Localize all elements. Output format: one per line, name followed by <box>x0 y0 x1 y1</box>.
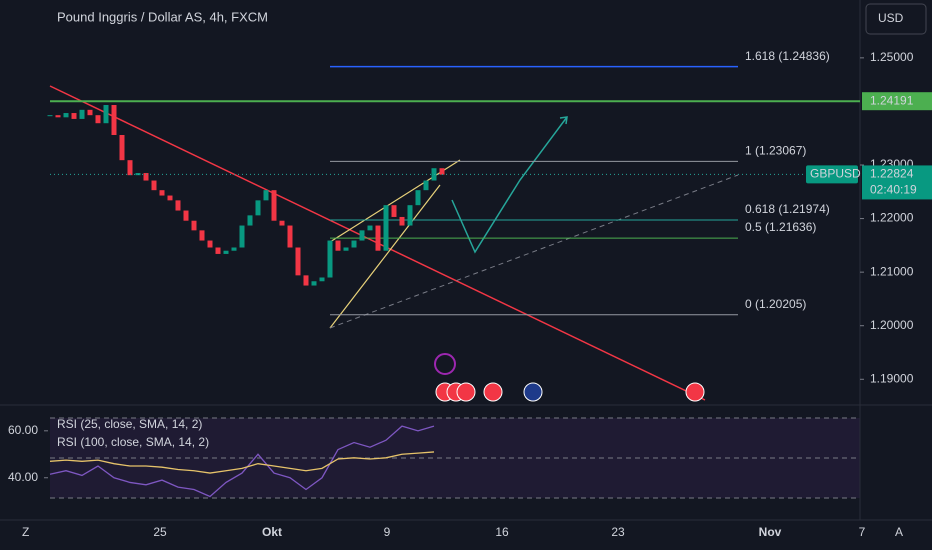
time-tick-label: 23 <box>611 525 625 539</box>
candle <box>359 230 365 241</box>
event-flag[interactable] <box>483 382 503 402</box>
candle <box>383 205 389 251</box>
event-flag[interactable] <box>523 382 543 402</box>
price-tag <box>862 92 932 111</box>
event-icon[interactable] <box>434 353 456 375</box>
wedge-upper <box>329 159 461 243</box>
candle <box>167 195 173 201</box>
candle <box>223 250 229 254</box>
projection-arrow <box>559 116 568 125</box>
timezone-button[interactable]: Z <box>22 525 29 539</box>
candle <box>303 275 309 286</box>
candle <box>439 168 445 175</box>
auto-scale-button[interactable]: A <box>895 525 903 539</box>
candle <box>279 220 285 226</box>
last-price-label: 1.22824 <box>870 167 914 181</box>
rsi-legend: RSI (100, close, SMA, 14, 2) <box>57 435 209 449</box>
projection-path <box>451 116 568 254</box>
candle <box>327 240 333 278</box>
dashed-trend <box>329 174 739 329</box>
candle <box>215 247 221 254</box>
candle <box>239 225 245 248</box>
price-tick-label: 1.25000 <box>870 50 914 64</box>
price-tag-label: 1.24191 <box>870 93 914 107</box>
candle <box>55 115 61 118</box>
candle <box>71 113 77 119</box>
candle <box>207 240 213 248</box>
candle <box>415 190 421 206</box>
candle <box>335 240 341 251</box>
candle <box>391 205 397 217</box>
candle <box>367 225 373 231</box>
time-tick-label: 9 <box>384 525 391 539</box>
rsi-legend: RSI (25, close, SMA, 14, 2) <box>57 417 202 431</box>
candle <box>159 190 165 196</box>
time-tick-label: 25 <box>153 525 167 539</box>
candle <box>255 200 261 216</box>
countdown-label: 02:40:19 <box>870 183 917 197</box>
time-tick-label: 16 <box>495 525 509 539</box>
price-tick-label: 1.22000 <box>870 211 914 225</box>
candle <box>127 160 133 176</box>
event-flag[interactable] <box>685 382 705 402</box>
symbol-tag-label: GBPUSD <box>810 167 861 181</box>
candle <box>111 105 117 135</box>
rsi-tick-label: 60.00 <box>8 423 38 437</box>
candle <box>351 240 357 248</box>
candle <box>311 281 317 286</box>
candle <box>271 190 277 221</box>
time-tick-label: Nov <box>759 525 782 539</box>
candle <box>263 190 269 201</box>
candle <box>247 215 253 226</box>
candle <box>47 115 53 117</box>
time-tick-label: 7 <box>859 525 866 539</box>
fib-label: 1 (1.23067) <box>745 144 806 158</box>
price-tick-label: 1.21000 <box>870 264 914 278</box>
candle <box>399 216 405 226</box>
last-price-tag <box>862 165 932 200</box>
price-tick-label: 1.19000 <box>870 371 914 385</box>
candle <box>119 135 125 161</box>
fib-label: 0 (1.20205) <box>745 297 806 311</box>
wedge-lower <box>329 184 441 329</box>
fib-label: 0.618 (1.21974) <box>745 202 830 216</box>
chart-title: Pound Inggris / Dollar AS, 4h, FXCM <box>57 9 268 24</box>
candle <box>407 205 413 226</box>
event-flag[interactable] <box>456 382 476 402</box>
candle <box>191 220 197 231</box>
candle <box>175 200 181 211</box>
candle <box>63 113 69 118</box>
rsi-line <box>49 425 435 498</box>
candle <box>423 180 429 191</box>
currency-button[interactable] <box>865 3 927 35</box>
fib-label: 1.618 (1.24836) <box>745 49 830 63</box>
candle <box>103 105 109 124</box>
rsi-tick-label: 40.00 <box>8 470 38 484</box>
candle <box>375 225 381 251</box>
candle <box>95 115 101 124</box>
candle <box>143 173 149 181</box>
time-tick-label: Okt <box>262 525 282 539</box>
candle <box>79 109 85 119</box>
candle <box>183 210 189 221</box>
rsi-line <box>49 451 435 474</box>
fib-label: 0.5 (1.21636) <box>745 220 816 234</box>
candle <box>343 247 349 251</box>
candle <box>87 109 93 116</box>
candle <box>231 247 237 251</box>
currency-label: USD <box>878 11 904 25</box>
symbol-tag <box>806 165 858 184</box>
candle <box>295 247 301 276</box>
candle <box>319 277 325 282</box>
candle <box>287 225 293 248</box>
candle <box>151 180 157 191</box>
price-tick-label: 1.20000 <box>870 318 914 332</box>
candle <box>199 230 205 241</box>
